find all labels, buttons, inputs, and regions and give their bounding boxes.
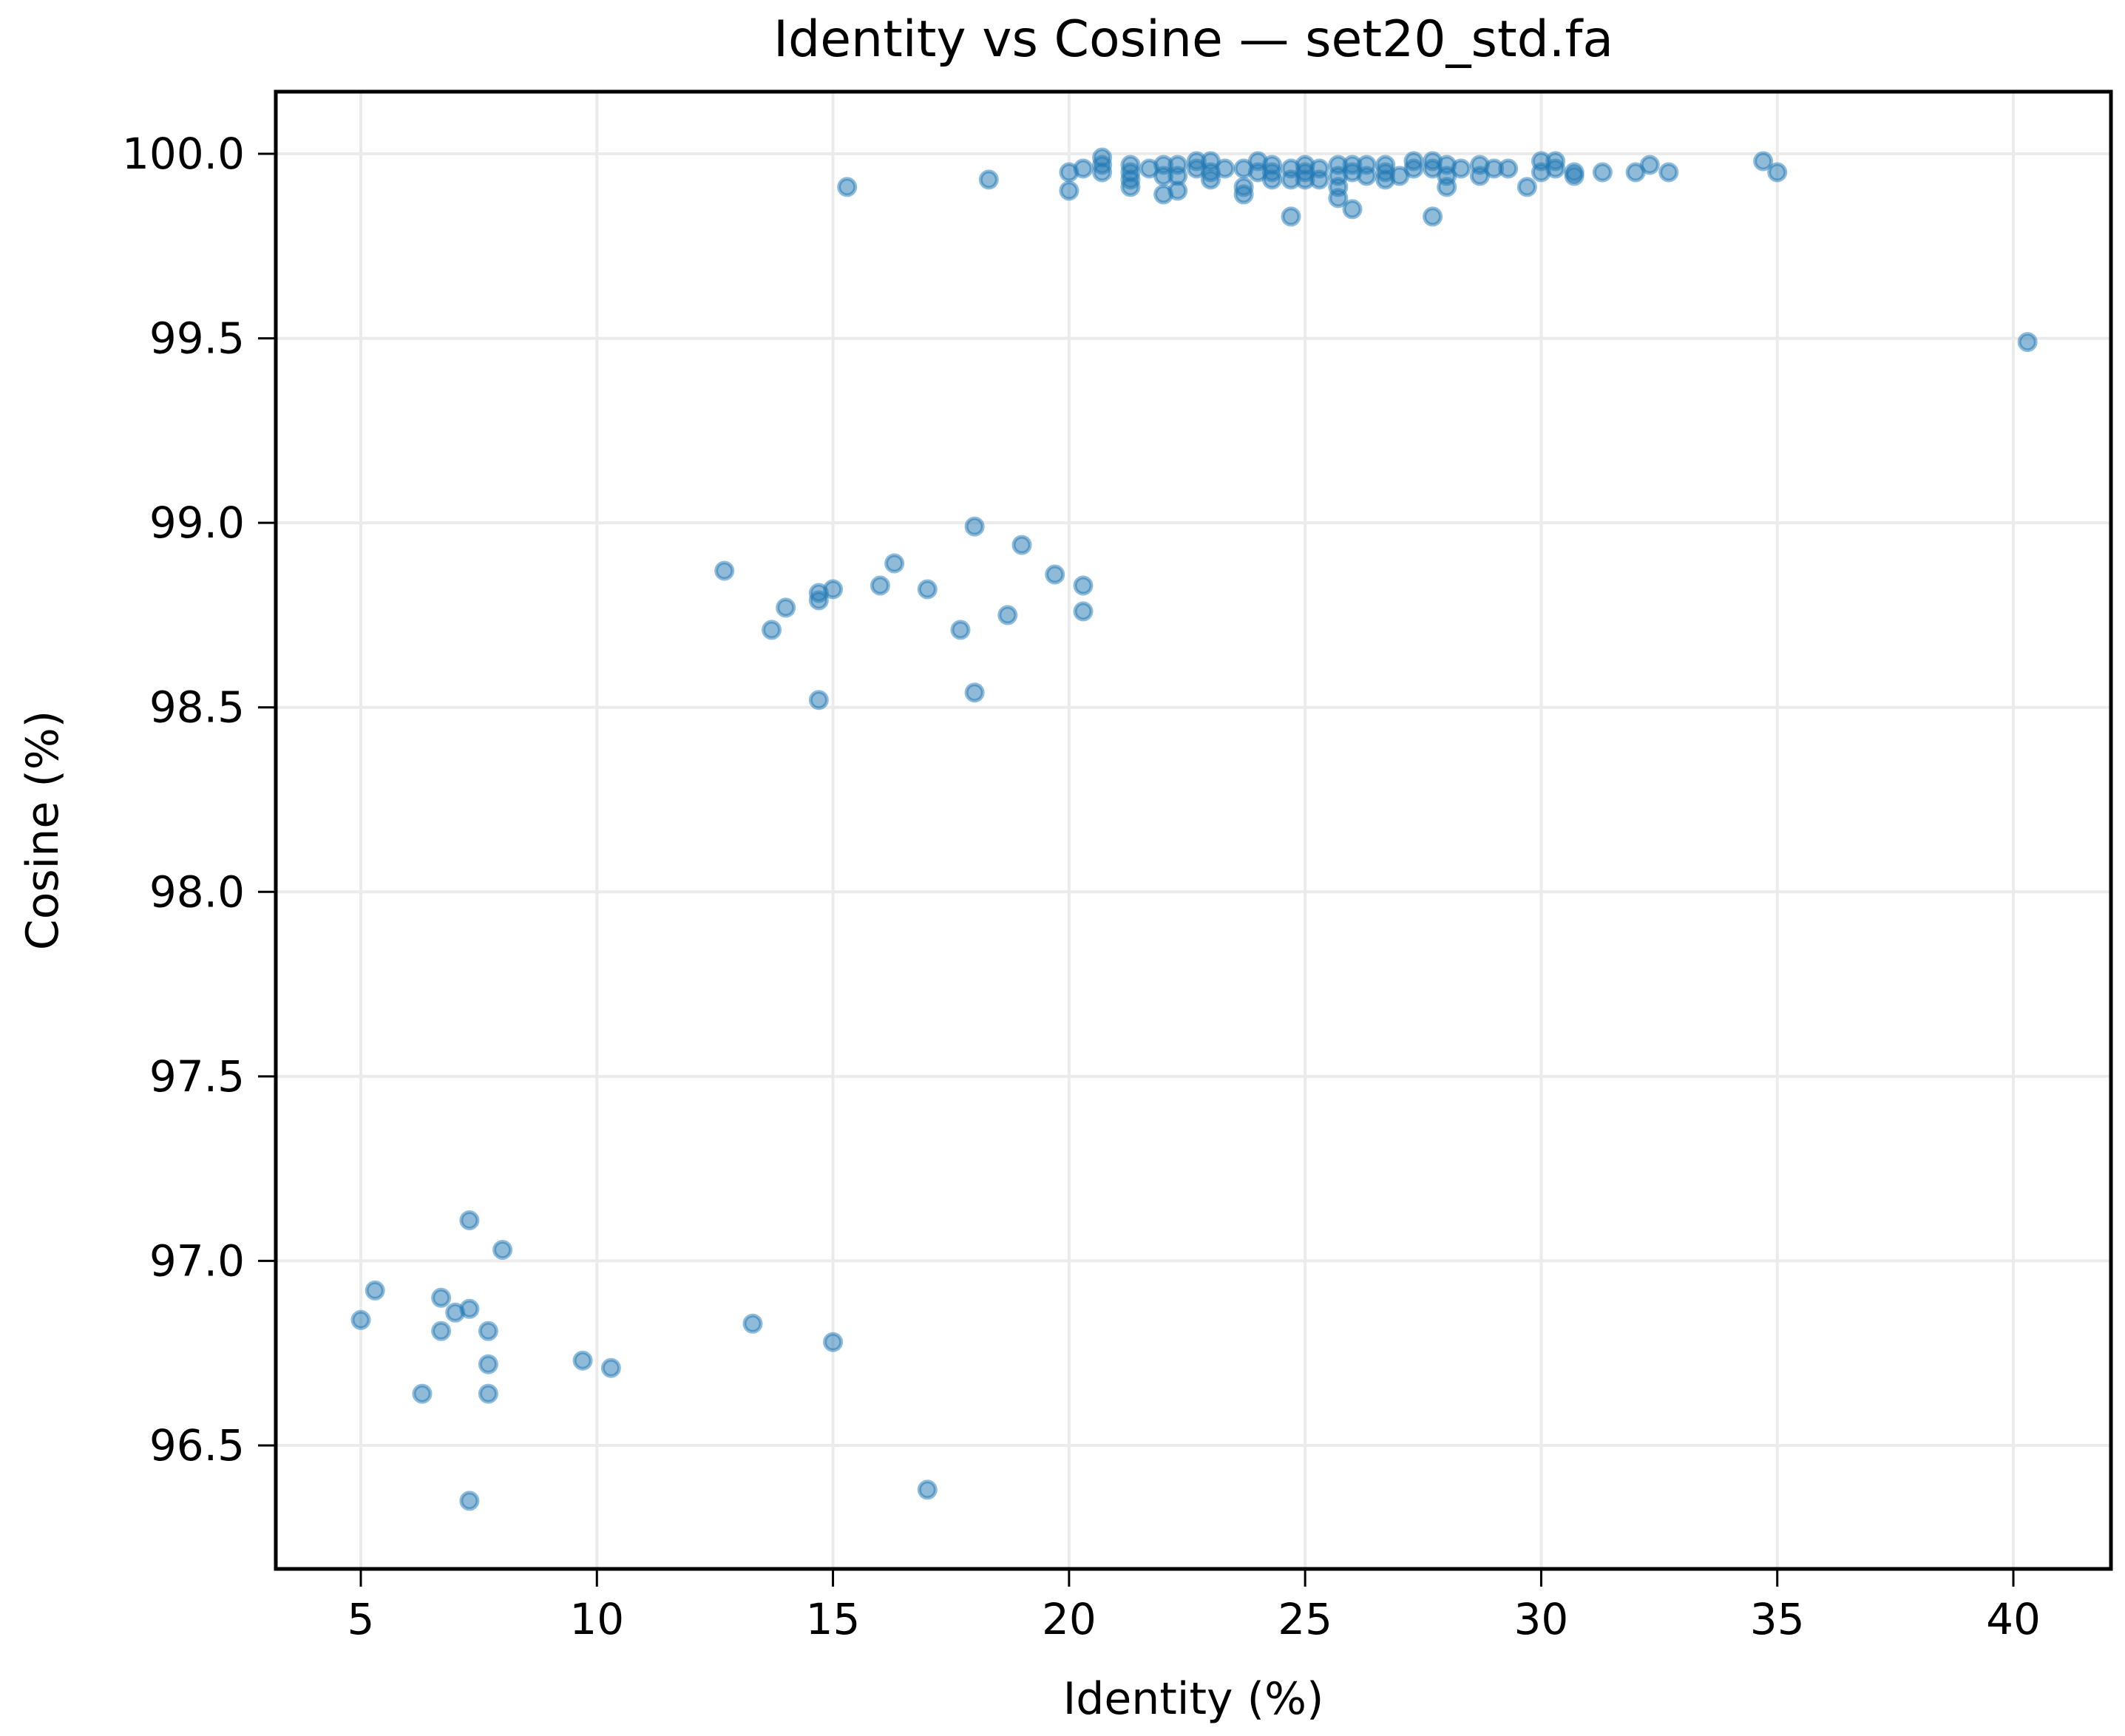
data-point — [1531, 162, 1551, 183]
data-point — [762, 620, 782, 640]
data-point — [917, 1479, 938, 1500]
data-point — [1011, 535, 1032, 555]
data-point — [492, 1240, 513, 1260]
x-tick-label: 10 — [569, 1594, 624, 1644]
data-point — [1658, 162, 1679, 183]
data-point — [964, 516, 985, 537]
y-tick-label: 97.0 — [149, 1235, 245, 1286]
data-point — [1139, 158, 1159, 179]
data-point — [445, 1302, 466, 1323]
data-point — [742, 1313, 763, 1334]
data-point — [1423, 206, 1443, 227]
data-point — [1281, 169, 1301, 190]
y-tick-label: 98.0 — [149, 867, 245, 917]
data-point — [365, 1280, 385, 1301]
data-point — [1469, 166, 1490, 186]
data-point — [1281, 206, 1301, 227]
data-point — [1437, 177, 1457, 197]
data-point — [1073, 575, 1094, 596]
y-tick-label: 99.5 — [149, 313, 245, 364]
data-point — [1092, 162, 1113, 183]
data-point — [776, 597, 796, 618]
y-tick-label: 100.0 — [122, 129, 245, 179]
data-point — [1186, 158, 1207, 179]
x-axis-label: Identity (%) — [1063, 1673, 1324, 1725]
y-axis-label: Cosine (%) — [17, 711, 69, 950]
data-point — [808, 690, 829, 711]
data-points — [350, 147, 2038, 1511]
data-point — [1059, 162, 1080, 183]
y-axis-ticks: 96.5 97.0 97.5 98.0 98.5 99.0 99.5 100.0 — [122, 129, 276, 1471]
data-point — [1516, 177, 1537, 197]
data-point — [1153, 184, 1174, 205]
data-point — [600, 1357, 621, 1378]
data-point — [870, 575, 890, 596]
data-point — [1625, 162, 1646, 183]
plot-frame — [274, 89, 2113, 1571]
data-point — [714, 560, 735, 581]
data-point — [1073, 601, 1094, 622]
data-point — [1375, 169, 1396, 190]
data-point — [978, 169, 999, 190]
data-point — [1120, 177, 1141, 197]
data-point — [1753, 151, 1774, 172]
data-point — [1045, 564, 1065, 585]
data-point — [1564, 166, 1585, 186]
data-point — [478, 1354, 498, 1374]
data-point — [1767, 162, 1788, 183]
data-point — [1059, 180, 1080, 201]
data-point — [884, 553, 905, 574]
data-point — [1342, 199, 1363, 220]
data-point — [1233, 184, 1254, 205]
y-tick-label: 97.5 — [149, 1051, 245, 1102]
x-tick-label: 15 — [806, 1594, 861, 1644]
data-point — [572, 1350, 593, 1371]
data-point — [808, 590, 829, 611]
data-point — [431, 1320, 452, 1341]
x-tick-label: 35 — [1750, 1594, 1805, 1644]
y-tick-label: 99.0 — [149, 498, 245, 548]
grid-lines — [276, 92, 2111, 1569]
x-axis-ticks: 5 10 15 20 25 30 35 40 — [348, 1569, 2041, 1644]
x-tick-label: 40 — [1986, 1594, 2041, 1644]
data-point — [478, 1383, 498, 1404]
data-point — [1233, 158, 1254, 179]
data-point — [459, 1210, 480, 1230]
data-point — [964, 682, 985, 703]
chart-title: Identity vs Cosine — set20_std.fa — [773, 10, 1613, 69]
data-point — [1328, 188, 1349, 208]
data-point — [950, 620, 971, 640]
data-point — [350, 1309, 371, 1330]
data-point — [1423, 158, 1443, 179]
data-point — [837, 177, 858, 197]
data-point — [431, 1287, 452, 1308]
y-tick-label: 96.5 — [149, 1420, 245, 1471]
x-tick-label: 30 — [1514, 1594, 1569, 1644]
data-point — [478, 1320, 498, 1341]
data-point — [917, 579, 938, 600]
data-point — [997, 605, 1018, 625]
x-tick-label: 5 — [348, 1594, 375, 1644]
data-point — [412, 1383, 433, 1404]
y-tick-label: 98.5 — [149, 682, 245, 733]
x-tick-label: 25 — [1278, 1594, 1332, 1644]
x-tick-label: 20 — [1042, 1594, 1097, 1644]
data-point — [459, 1491, 480, 1511]
data-point — [1592, 162, 1613, 183]
data-point — [1200, 169, 1221, 190]
data-point — [823, 1332, 844, 1352]
data-point — [2017, 332, 2038, 353]
